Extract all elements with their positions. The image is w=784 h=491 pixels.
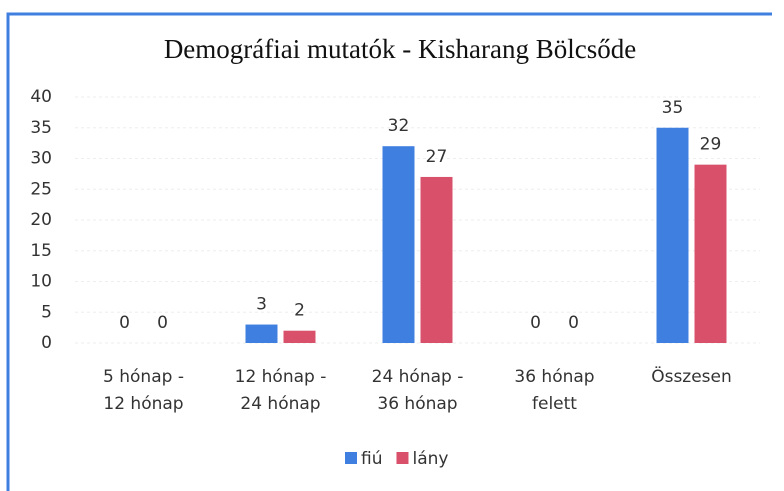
- legend-label: fiú: [361, 449, 382, 469]
- y-tick-label: 25: [30, 179, 52, 199]
- x-tick-label: 5 hónap -: [103, 367, 184, 387]
- data-label: 27: [426, 147, 448, 167]
- y-tick-label: 15: [30, 241, 52, 261]
- y-tick-label: 10: [30, 272, 52, 292]
- x-tick-label: 12 hónap -: [235, 367, 327, 387]
- y-tick-label: 0: [41, 333, 52, 353]
- legend-swatch: [396, 452, 409, 464]
- x-tick-label: felett: [532, 394, 577, 414]
- x-tick-label: 36 hónap: [514, 367, 594, 387]
- y-tick-label: 30: [30, 149, 52, 169]
- bar: [656, 127, 689, 343]
- frame: [6, 12, 772, 491]
- x-tick-label: 24 hónap -: [372, 367, 464, 387]
- y-tick-label: 35: [30, 118, 52, 138]
- chart-title: Demográfiai mutatók - Kisharang Bölcsőde: [164, 34, 636, 64]
- legend-label: lány: [412, 449, 448, 469]
- data-label: 35: [662, 98, 684, 118]
- y-tick-label: 5: [41, 302, 52, 322]
- x-tick-label: 24 hónap: [240, 394, 320, 414]
- x-tick-label: 36 hónap: [377, 394, 457, 414]
- y-tick-label: 20: [30, 210, 52, 230]
- x-tick-label: Összesen: [651, 365, 732, 387]
- data-label: 0: [119, 313, 130, 333]
- bar: [420, 176, 453, 343]
- bar: [283, 330, 316, 343]
- data-label: 0: [157, 313, 168, 333]
- y-tick-label: 40: [30, 87, 52, 107]
- data-label: 29: [700, 135, 722, 155]
- bar: [694, 164, 727, 343]
- data-label: 3: [256, 295, 267, 315]
- x-tick-label: 12 hónap: [103, 394, 183, 414]
- bar: [382, 146, 415, 343]
- data-label: 0: [568, 313, 579, 333]
- legend-swatch: [345, 452, 357, 464]
- data-label: 2: [294, 301, 305, 321]
- data-label: 0: [530, 313, 541, 333]
- bar: [245, 324, 278, 343]
- data-label: 32: [388, 116, 410, 136]
